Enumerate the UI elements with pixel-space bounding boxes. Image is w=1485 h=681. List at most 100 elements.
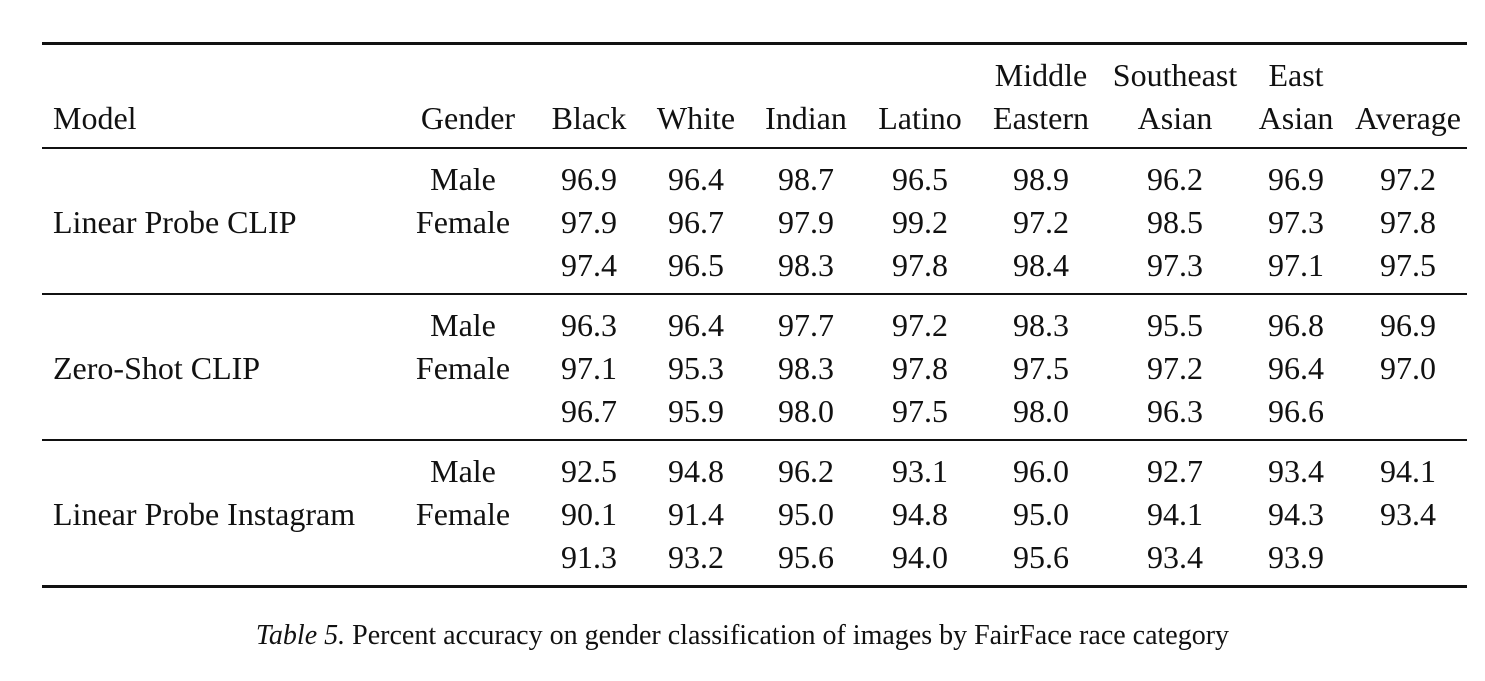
header-black: Black [551, 100, 627, 136]
value-cell: 92.7 [1147, 453, 1203, 489]
value-cell: 96.9 [1268, 161, 1324, 197]
value-cell: 96.4 [1268, 350, 1324, 386]
value-cell: 93.4 [1268, 453, 1324, 489]
value-cell: 95.0 [1013, 496, 1069, 532]
gender-cell: Male [430, 453, 496, 489]
value-cell: 95.9 [668, 393, 724, 429]
value-cell: 97.5 [1013, 350, 1069, 386]
value-cell: 90.1 [561, 496, 617, 532]
value-cell: 98.3 [778, 247, 834, 283]
model-name: Zero-Shot CLIP [53, 350, 261, 386]
header-gender: Gender [420, 100, 516, 136]
model-name: Linear Probe CLIP [53, 204, 297, 240]
value-cell: 97.9 [778, 204, 834, 240]
average-cell: 93.4 [1380, 496, 1436, 532]
value-cell: 98.7 [778, 161, 834, 197]
header-east-asian-line2: Asian [1258, 100, 1334, 136]
value-cell: 98.3 [778, 350, 834, 386]
value-cell: 96.5 [668, 247, 724, 283]
value-cell: 95.5 [1147, 307, 1203, 343]
header-indian: Indian [765, 100, 847, 136]
value-cell: 98.4 [1013, 247, 1069, 283]
gender-cell: Male [430, 161, 496, 197]
average-cell: 96.9 [1380, 307, 1436, 343]
value-cell: 95.3 [668, 350, 724, 386]
average-cell: 97.8 [1380, 204, 1436, 240]
header-middle-eastern-line2: Eastern [993, 100, 1089, 136]
gender-cell: Female [415, 496, 511, 532]
value-cell: 96.4 [668, 307, 724, 343]
value-cell: 95.6 [1013, 539, 1069, 575]
gender-cell: Male [430, 307, 496, 343]
value-cell: 91.4 [668, 496, 724, 532]
header-white: White [656, 100, 736, 136]
header-southeast-asian-line1: Southeast [1112, 57, 1238, 93]
group-rule-1 [42, 293, 1467, 295]
average-cell: 97.0 [1380, 350, 1436, 386]
value-cell: 97.7 [778, 307, 834, 343]
value-cell: 96.6 [1268, 393, 1324, 429]
value-cell: 94.1 [1147, 496, 1203, 532]
group-rule-2 [42, 439, 1467, 441]
value-cell: 98.0 [1013, 393, 1069, 429]
header-southeast-asian-line2: Asian [1137, 100, 1213, 136]
gender-cell: Female [415, 204, 511, 240]
value-cell: 92.5 [561, 453, 617, 489]
value-cell: 97.3 [1268, 204, 1324, 240]
value-cell: 97.1 [1268, 247, 1324, 283]
value-cell: 97.2 [1013, 204, 1069, 240]
value-cell: 98.9 [1013, 161, 1069, 197]
caption-text: Percent accuracy on gender classificatio… [352, 620, 1230, 651]
value-cell: 97.1 [561, 350, 617, 386]
table-caption: Table 5. Percent accuracy on gender clas… [0, 622, 1485, 650]
value-cell: 97.5 [892, 393, 948, 429]
average-cell: 94.1 [1380, 453, 1436, 489]
value-cell: 91.3 [561, 539, 617, 575]
header-east-asian-line1: East [1268, 57, 1324, 93]
value-cell: 93.2 [668, 539, 724, 575]
value-cell: 97.3 [1147, 247, 1203, 283]
bottom-rule [42, 585, 1467, 588]
value-cell: 96.9 [561, 161, 617, 197]
value-cell: 96.8 [1268, 307, 1324, 343]
value-cell: 97.2 [892, 307, 948, 343]
header-middle-eastern-line1: Middle [994, 57, 1088, 93]
value-cell: 96.5 [892, 161, 948, 197]
value-cell: 94.8 [668, 453, 724, 489]
value-cell: 96.3 [1147, 393, 1203, 429]
value-cell: 97.8 [892, 247, 948, 283]
value-cell: 95.0 [778, 496, 834, 532]
average-cell: 97.5 [1380, 247, 1436, 283]
value-cell: 94.3 [1268, 496, 1324, 532]
value-cell: 99.2 [892, 204, 948, 240]
value-cell: 97.2 [1147, 350, 1203, 386]
average-cell: 97.2 [1380, 161, 1436, 197]
value-cell: 96.0 [1013, 453, 1069, 489]
value-cell: 97.4 [561, 247, 617, 283]
value-cell: 98.0 [778, 393, 834, 429]
value-cell: 93.9 [1268, 539, 1324, 575]
value-cell: 96.7 [668, 204, 724, 240]
value-cell: 95.6 [778, 539, 834, 575]
value-cell: 96.2 [1147, 161, 1203, 197]
value-cell: 94.0 [892, 539, 948, 575]
value-cell: 96.3 [561, 307, 617, 343]
value-cell: 96.4 [668, 161, 724, 197]
value-cell: 93.4 [1147, 539, 1203, 575]
header-latino: Latino [878, 100, 962, 136]
value-cell: 93.1 [892, 453, 948, 489]
header-average: Average [1355, 100, 1461, 136]
value-cell: 96.2 [778, 453, 834, 489]
value-cell: 94.8 [892, 496, 948, 532]
header-rule [42, 147, 1467, 149]
caption-label: Table 5. [255, 620, 346, 651]
value-cell: 97.8 [892, 350, 948, 386]
model-name: Linear Probe Instagram [53, 496, 356, 532]
value-cell: 97.9 [561, 204, 617, 240]
top-rule [42, 42, 1467, 45]
header-model: Model [53, 100, 137, 136]
value-cell: 98.5 [1147, 204, 1203, 240]
value-cell: 98.3 [1013, 307, 1069, 343]
gender-cell: Female [415, 350, 511, 386]
value-cell: 96.7 [561, 393, 617, 429]
